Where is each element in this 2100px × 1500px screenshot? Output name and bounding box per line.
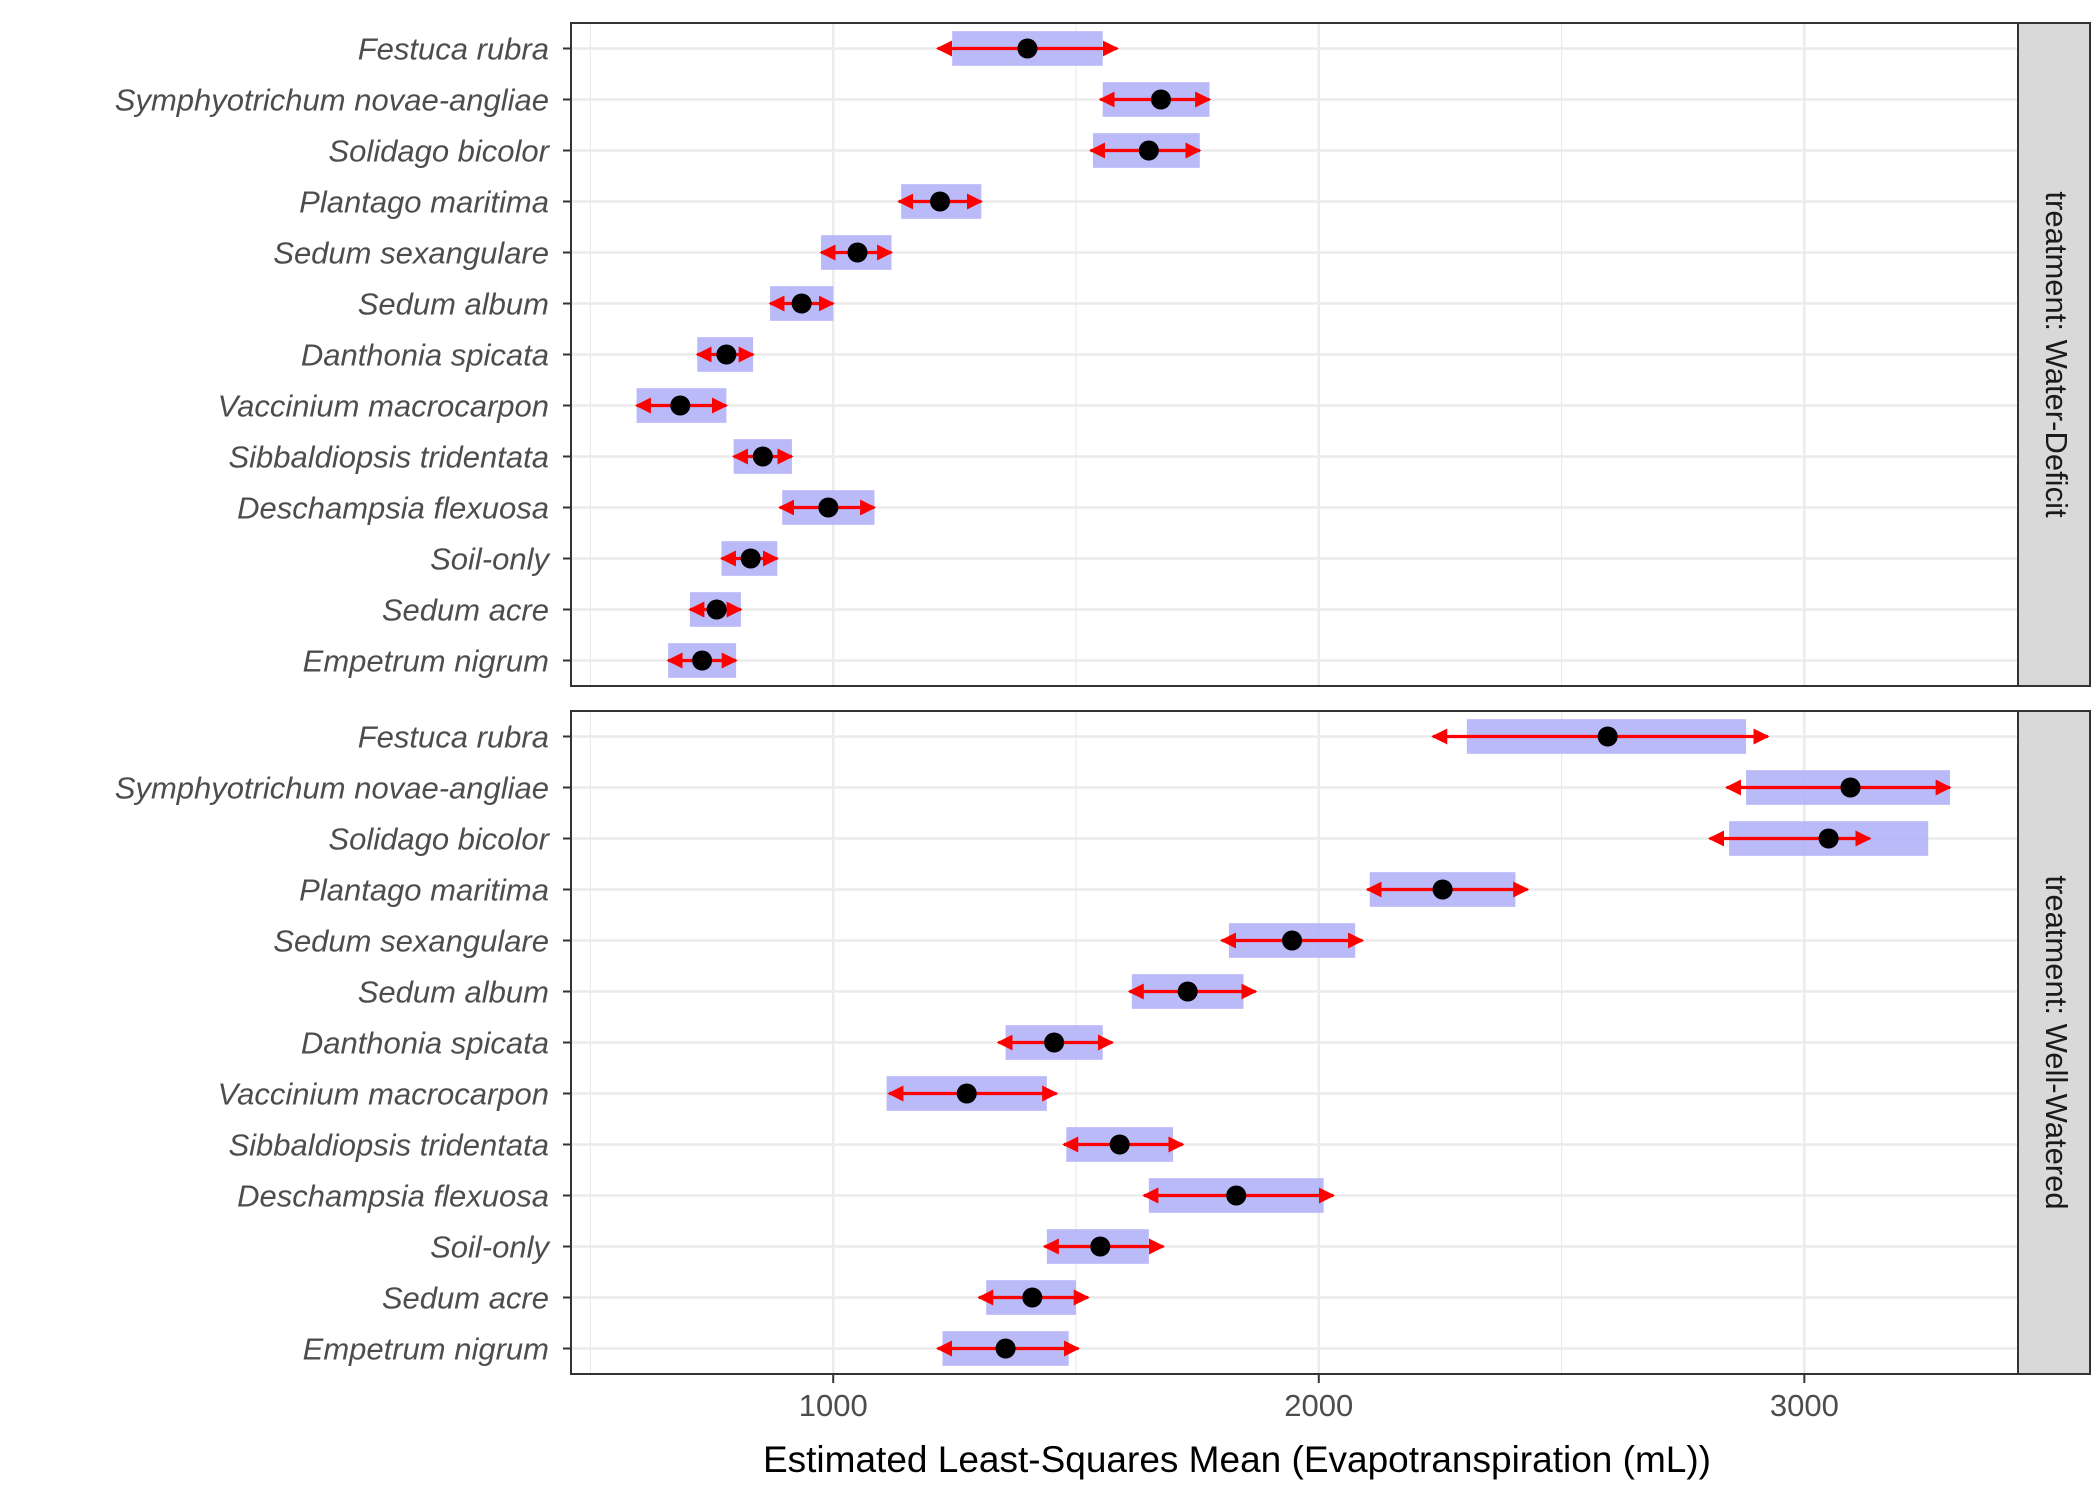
y-tick-label: Sedum acre	[382, 593, 549, 628]
mean-point	[740, 548, 761, 569]
mean-point	[670, 395, 691, 416]
mean-point	[847, 242, 868, 263]
y-tick-label: Empetrum nigrum	[303, 644, 549, 679]
y-tick-label: Festuca rubra	[358, 720, 549, 755]
y-tick-label: Empetrum nigrum	[303, 1332, 549, 1367]
y-tick-label: Sedum sexangulare	[273, 236, 549, 271]
mean-point	[818, 497, 839, 518]
y-tick-label: Solidago bicolor	[328, 822, 550, 857]
mean-point	[706, 599, 727, 620]
y-tick-label: Symphyotrichum novae-angliae	[115, 771, 549, 806]
y-tick-label: Sibbaldiopsis tridentata	[228, 440, 549, 475]
y-tick-label: Soil-only	[430, 542, 551, 577]
mean-point	[1044, 1032, 1065, 1053]
mean-point	[1840, 777, 1861, 798]
y-tick-label: Danthonia spicata	[301, 338, 549, 373]
mean-point	[995, 1338, 1016, 1359]
y-tick-label: Deschampsia flexuosa	[237, 491, 549, 526]
mean-point	[1017, 38, 1038, 59]
mean-point	[1597, 726, 1618, 747]
mean-point	[1432, 879, 1453, 900]
mean-point	[692, 650, 713, 671]
mean-point	[1226, 1185, 1247, 1206]
mean-point	[1177, 981, 1198, 1002]
y-tick-label: Sedum sexangulare	[273, 924, 549, 959]
panel-2: Festuca rubra Symphyotrichum novae-anglia…	[115, 710, 2091, 1375]
mean-point	[1282, 930, 1303, 951]
mean-point	[1818, 828, 1839, 849]
panel-1: Festuca rubra Symphyotrichum novae-anglia…	[115, 22, 2091, 687]
mean-point	[1090, 1236, 1111, 1257]
mean-point	[1138, 140, 1159, 161]
y-tick-label: Danthonia spicata	[301, 1026, 549, 1061]
x-axis-label: Estimated Least-Squares Mean (Evapotrans…	[763, 1439, 1711, 1480]
x-tick-label: 2000	[1284, 1388, 1353, 1423]
y-tick-label: Vaccinium macrocarpon	[218, 1077, 549, 1112]
x-axis: 1000 2000 3000	[799, 1374, 1839, 1423]
mean-point	[1150, 89, 1171, 110]
mean-point	[1022, 1287, 1043, 1308]
facet-strip	[2017, 22, 2091, 687]
y-tick-label: Sedum acre	[382, 1281, 549, 1316]
panels: Festuca rubra Symphyotrichum novae-anglia…	[115, 22, 2091, 1375]
x-tick-label: 1000	[799, 1388, 868, 1423]
facet-strip	[2017, 710, 2091, 1375]
y-tick-label: Symphyotrichum novae-angliae	[115, 83, 549, 118]
x-tick-label: 3000	[1770, 1388, 1839, 1423]
mean-point	[791, 293, 812, 314]
y-tick-label: Festuca rubra	[358, 32, 549, 67]
facet-strip-label: treatment: Water-Deficit	[2039, 191, 2074, 518]
mean-point	[716, 344, 737, 365]
y-tick-label: Vaccinium macrocarpon	[218, 389, 549, 424]
y-tick-label: Sedum album	[358, 975, 549, 1010]
mean-point	[956, 1083, 977, 1104]
y-tick-label: Plantago maritima	[299, 873, 549, 908]
y-tick-label: Soil-only	[430, 1230, 551, 1265]
mean-point	[752, 446, 773, 467]
mean-point	[930, 191, 951, 212]
mean-point	[1109, 1134, 1130, 1155]
y-tick-label: Sibbaldiopsis tridentata	[228, 1128, 549, 1163]
y-tick-label: Deschampsia flexuosa	[237, 1179, 549, 1214]
y-tick-label: Solidago bicolor	[328, 134, 550, 169]
y-tick-label: Plantago maritima	[299, 185, 549, 220]
y-tick-label: Sedum album	[358, 287, 549, 322]
facet-strip-label: treatment: Well-Watered	[2039, 875, 2074, 1209]
